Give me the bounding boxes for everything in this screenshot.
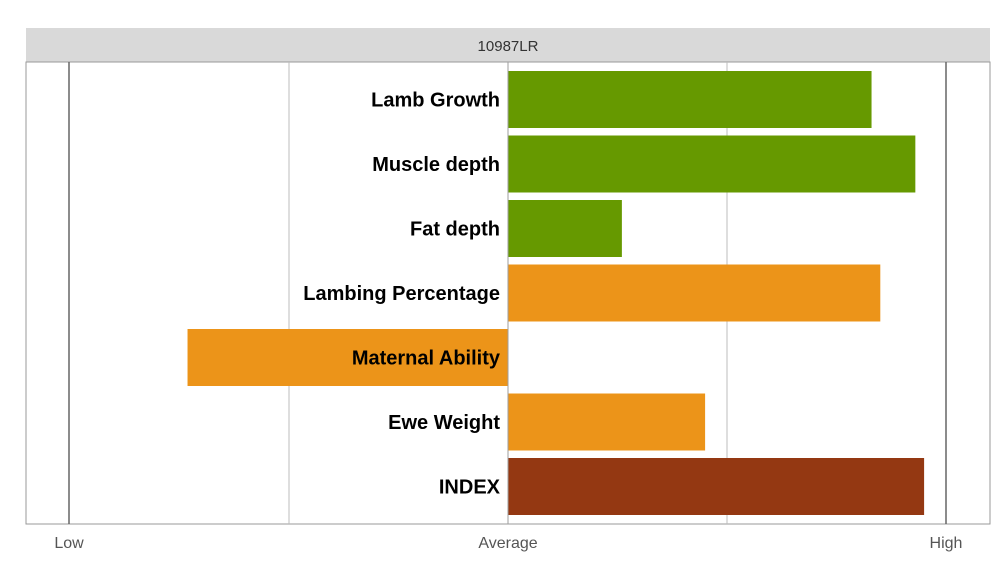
bar-maternal-ability [187,329,508,386]
bar-index [508,458,925,515]
category-labels: Lamb Growth Muscle depth Fat depth Lambing … [303,90,501,499]
category-label-maternal-ability: Maternal Ability [352,348,501,370]
category-label-ewe-weight: Ewe Weight [388,412,500,434]
bar-lambing-percentage [508,264,881,322]
category-label-muscle-depth: Muscle depth [372,154,500,176]
title-band [26,28,990,62]
category-label-lamb-growth: Lamb Growth [371,90,500,112]
bar-fat-depth [508,200,622,257]
bar-ewe-weight [508,393,706,451]
bar-lamb-growth [508,71,872,128]
x-tick-high: High [930,535,963,552]
category-label-fat-depth: Fat depth [410,219,500,241]
category-label-lambing-percentage: Lambing Percentage [303,283,500,305]
x-tick-low: Low [54,535,84,552]
bar-muscle-depth [508,135,916,193]
x-tick-average: Average [478,535,537,552]
category-label-index: INDEX [439,477,501,499]
x-tick-labels: Low Average High [54,535,962,552]
bars [187,62,925,524]
chart-title: 10987LR [478,38,539,55]
